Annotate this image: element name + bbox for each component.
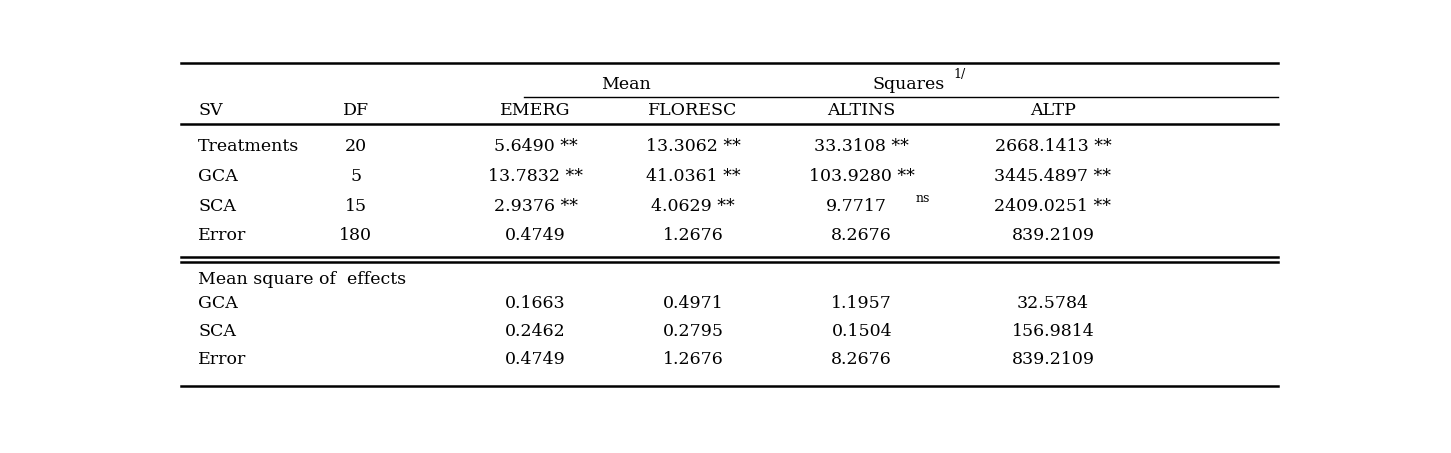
Text: 2.9376 **: 2.9376 **: [493, 198, 577, 215]
Text: 20: 20: [345, 138, 367, 155]
Text: Error: Error: [199, 227, 247, 244]
Text: FLORESC: FLORESC: [649, 102, 737, 120]
Text: 1.1957: 1.1957: [831, 295, 892, 312]
Text: 1.2676: 1.2676: [663, 227, 724, 244]
Text: 103.9280 **: 103.9280 **: [808, 168, 914, 185]
Text: 3445.4897 **: 3445.4897 **: [994, 168, 1111, 185]
Text: 0.2795: 0.2795: [663, 323, 724, 340]
Text: 15: 15: [345, 198, 367, 215]
Text: 9.7717: 9.7717: [826, 198, 887, 215]
Text: 0.2462: 0.2462: [505, 323, 566, 340]
Text: Mean square of  effects: Mean square of effects: [199, 271, 406, 288]
Text: ns: ns: [916, 192, 930, 205]
Text: 1.2676: 1.2676: [663, 351, 724, 368]
Text: 13.3062 **: 13.3062 **: [646, 138, 740, 155]
Text: 0.1663: 0.1663: [505, 295, 566, 312]
Text: 5.6490 **: 5.6490 **: [493, 138, 577, 155]
Text: 0.1504: 0.1504: [831, 323, 892, 340]
Text: 13.7832 **: 13.7832 **: [488, 168, 583, 185]
Text: SCA: SCA: [199, 323, 237, 340]
Text: EMERG: EMERG: [501, 102, 570, 120]
Text: 32.5784: 32.5784: [1017, 295, 1088, 312]
Text: 5: 5: [350, 168, 361, 185]
Text: SCA: SCA: [199, 198, 237, 215]
Text: 2668.1413 **: 2668.1413 **: [994, 138, 1111, 155]
Text: 839.2109: 839.2109: [1011, 351, 1094, 368]
Text: 33.3108 **: 33.3108 **: [814, 138, 910, 155]
Text: 8.2676: 8.2676: [831, 227, 892, 244]
Text: 0.4971: 0.4971: [663, 295, 724, 312]
Text: 0.4749: 0.4749: [505, 351, 566, 368]
Text: GCA: GCA: [199, 295, 238, 312]
Text: 4.0629 **: 4.0629 **: [651, 198, 734, 215]
Text: 180: 180: [340, 227, 371, 244]
Text: 839.2109: 839.2109: [1011, 227, 1094, 244]
Text: 2409.0251 **: 2409.0251 **: [994, 198, 1111, 215]
Text: 0.4749: 0.4749: [505, 227, 566, 244]
Text: SV: SV: [199, 102, 223, 120]
Text: DF: DF: [342, 102, 369, 120]
Text: 41.0361 **: 41.0361 **: [646, 168, 740, 185]
Text: 1/: 1/: [953, 68, 966, 81]
Text: GCA: GCA: [199, 168, 238, 185]
Text: ALTP: ALTP: [1030, 102, 1075, 120]
Text: Treatments: Treatments: [199, 138, 299, 155]
Text: ALTINS: ALTINS: [827, 102, 895, 120]
Text: Error: Error: [199, 351, 247, 368]
Text: 8.2676: 8.2676: [831, 351, 892, 368]
Text: 156.9814: 156.9814: [1011, 323, 1094, 340]
Text: Mean: Mean: [601, 76, 650, 92]
Text: Squares: Squares: [874, 76, 945, 92]
